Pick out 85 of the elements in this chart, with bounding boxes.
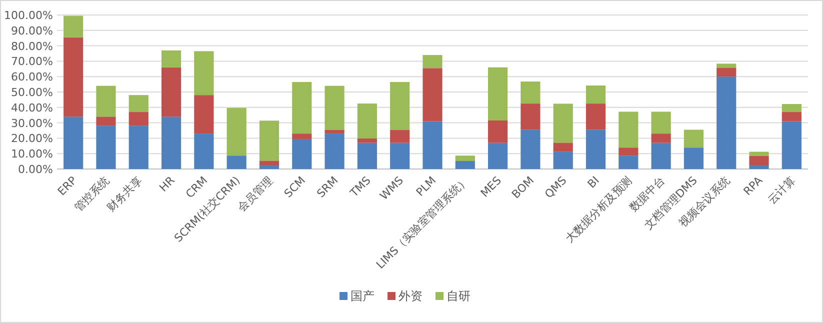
bar xyxy=(194,51,214,96)
bar xyxy=(161,50,182,68)
bar xyxy=(651,112,671,134)
bar xyxy=(651,134,671,143)
y-tick-label: 20.00% xyxy=(11,132,53,146)
bar xyxy=(390,142,410,169)
bar xyxy=(292,138,312,169)
y-tick-label: 90.00% xyxy=(11,24,53,38)
legend-label: 国产 xyxy=(350,289,374,303)
bar xyxy=(259,164,280,169)
bar xyxy=(782,104,802,112)
bar xyxy=(553,104,573,143)
y-tick-label: 70.00% xyxy=(11,55,53,68)
legend-label: 外资 xyxy=(398,289,422,303)
bar xyxy=(684,148,704,169)
bar xyxy=(716,68,736,77)
bar xyxy=(226,108,246,156)
bar xyxy=(64,37,84,117)
bar xyxy=(96,86,116,117)
bar xyxy=(390,130,410,143)
bar xyxy=(488,142,508,169)
bar xyxy=(422,68,442,122)
bar xyxy=(194,95,214,134)
bar xyxy=(618,148,638,156)
bar xyxy=(226,156,246,169)
bar xyxy=(488,67,508,120)
bar xyxy=(586,130,606,169)
bar xyxy=(749,156,769,165)
bar xyxy=(455,156,475,161)
y-tick-label: 60.00% xyxy=(11,70,53,84)
y-tick-label: 0.00% xyxy=(18,163,53,176)
bar xyxy=(749,152,769,156)
x-tick-label: ERP xyxy=(55,174,80,198)
bar xyxy=(128,126,148,169)
bar xyxy=(716,76,736,169)
bar xyxy=(618,156,638,169)
bar xyxy=(64,116,84,169)
bar xyxy=(259,160,280,165)
bar xyxy=(586,104,606,130)
bar xyxy=(194,134,214,169)
bar xyxy=(292,82,312,134)
bar xyxy=(651,142,671,169)
bar xyxy=(324,130,344,134)
bar xyxy=(390,82,410,130)
bar xyxy=(586,86,606,104)
bar xyxy=(422,121,442,169)
bar xyxy=(128,112,148,126)
bar xyxy=(520,130,540,169)
bar xyxy=(782,112,802,122)
bar xyxy=(716,64,736,68)
bar xyxy=(161,116,182,169)
bar xyxy=(357,138,377,143)
y-tick-label: 40.00% xyxy=(11,101,53,114)
y-tick-label: 30.00% xyxy=(11,116,53,130)
bar xyxy=(96,116,116,126)
bar xyxy=(618,112,638,148)
x-tick-label: BI xyxy=(585,174,602,191)
legend-label: 自研 xyxy=(446,289,470,303)
y-tick-label: 80.00% xyxy=(11,40,53,53)
bar xyxy=(96,126,116,169)
y-tick-label: 50.00% xyxy=(11,86,53,99)
bar xyxy=(422,55,442,68)
bar xyxy=(357,142,377,169)
bar xyxy=(259,120,280,161)
bar xyxy=(749,164,769,169)
bar xyxy=(292,134,312,139)
bar xyxy=(782,121,802,169)
y-tick-label: 10.00% xyxy=(11,148,53,161)
bar xyxy=(684,130,704,148)
bar xyxy=(324,86,344,130)
x-tick-label: 云计算 xyxy=(765,174,798,206)
x-tick-label: RPA xyxy=(741,174,766,198)
bar xyxy=(520,82,540,104)
bar xyxy=(357,104,377,139)
bar xyxy=(488,120,508,143)
bar xyxy=(128,95,148,112)
bar xyxy=(455,160,475,169)
bar xyxy=(553,142,573,152)
y-tick-label: 100.00% xyxy=(4,9,53,22)
bar xyxy=(64,16,84,38)
bar xyxy=(520,104,540,130)
x-tick-label: HR xyxy=(156,174,178,194)
bar xyxy=(324,134,344,169)
bar xyxy=(553,152,573,169)
bar xyxy=(161,67,182,117)
